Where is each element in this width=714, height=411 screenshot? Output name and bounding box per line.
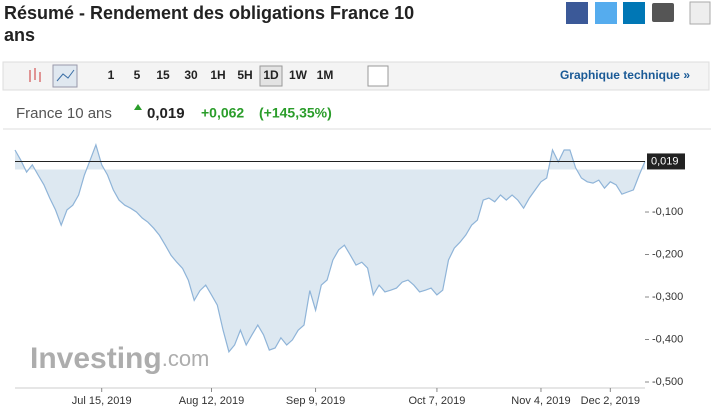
x-tick-label: Jul 15, 2019 bbox=[72, 395, 132, 407]
x-tick-label: Oct 7, 2019 bbox=[408, 395, 465, 407]
watermark-brand: Investing bbox=[30, 342, 162, 375]
interval-button[interactable]: 1 bbox=[108, 68, 115, 82]
watermark-suffix: .com bbox=[162, 346, 210, 371]
y-tick-label: -0,200 bbox=[652, 248, 683, 260]
quote-change: +0,062 bbox=[201, 105, 244, 121]
title: ans bbox=[4, 25, 35, 45]
twitter[interactable] bbox=[595, 2, 617, 24]
reference-label: 0,019 bbox=[651, 155, 679, 167]
quote-name: France 10 ans bbox=[16, 105, 112, 122]
area bbox=[15, 144, 645, 352]
interval-button[interactable]: 5H bbox=[237, 68, 252, 82]
up-arrow bbox=[134, 104, 142, 110]
y-tick-label: -0,400 bbox=[652, 333, 683, 345]
interval-button[interactable]: 1D bbox=[263, 68, 279, 82]
interval-button[interactable]: 1H bbox=[210, 68, 225, 82]
title: Résumé - Rendement des obligations Franc… bbox=[4, 3, 414, 23]
calendar-button[interactable] bbox=[367, 65, 389, 87]
technical-link[interactable]: Graphique technique » bbox=[560, 68, 690, 82]
candle-icon bbox=[29, 68, 41, 82]
facebook[interactable] bbox=[566, 2, 588, 24]
reference-box bbox=[647, 153, 685, 170]
watermark: Investing.com bbox=[30, 342, 209, 375]
mail[interactable] bbox=[652, 3, 674, 22]
share-icons bbox=[566, 1, 711, 25]
interval-button[interactable]: 1W bbox=[289, 68, 308, 82]
line bbox=[14, 143, 646, 354]
interval-button[interactable]: 5 bbox=[134, 68, 141, 82]
x-tick-label: Dec 2, 2019 bbox=[581, 395, 640, 407]
interval-button[interactable]: 30 bbox=[184, 68, 198, 82]
interval-button[interactable]: 1M bbox=[317, 68, 334, 82]
y-tick-label: -0,300 bbox=[652, 291, 683, 303]
y-tick-label: -0,500 bbox=[652, 376, 683, 388]
quote-price: 0,019 bbox=[147, 105, 185, 122]
line-icon bbox=[56, 69, 75, 82]
quote-change-pct: (+145,35%) bbox=[259, 105, 332, 121]
linkedin[interactable] bbox=[623, 2, 645, 24]
y-tick-label: -0,100 bbox=[652, 206, 683, 218]
x-tick-label: Nov 4, 2019 bbox=[511, 395, 570, 407]
selected-button bbox=[259, 65, 283, 87]
toolbar bbox=[2, 61, 710, 91]
x-tick-label: Aug 12, 2019 bbox=[179, 395, 244, 407]
x-tick-label: Sep 9, 2019 bbox=[286, 395, 345, 407]
info[interactable] bbox=[689, 1, 711, 25]
interval-button[interactable]: 15 bbox=[156, 68, 170, 82]
